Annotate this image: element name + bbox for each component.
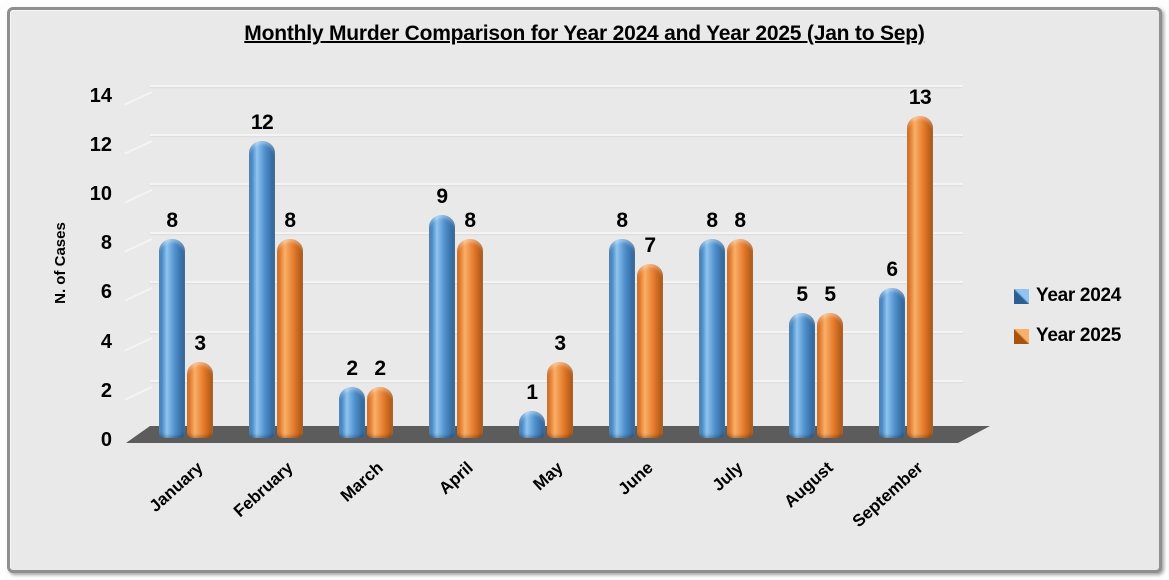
y-tick-label: 2 [100, 379, 112, 402]
chart-panel [7, 7, 1162, 573]
value-label-year-2025-february: 8 [284, 209, 296, 233]
gridline-left-tick [124, 139, 153, 155]
gridline-left-tick [124, 189, 153, 204]
gridline-left-tick [124, 238, 153, 253]
y-tick-label: 12 [89, 133, 112, 156]
value-label-year-2024-may: 1 [526, 381, 538, 405]
bar-year-2024-january [159, 239, 185, 438]
gridline-left-tick [124, 90, 153, 106]
value-label-year-2024-january: 8 [166, 209, 178, 233]
value-label-year-2024-february: 12 [250, 110, 274, 134]
bar-year-2024-april [429, 214, 455, 438]
value-label-year-2025-march: 2 [374, 356, 386, 380]
bar-year-2025-january [187, 362, 213, 438]
value-label-year-2025-september: 13 [908, 86, 932, 110]
gridline [150, 84, 963, 87]
value-label-year-2025-june: 7 [644, 233, 656, 257]
chart-title: Monthly Murder Comparison for Year 2024 … [244, 22, 925, 45]
legend-label-year-2024: Year 2024 [1036, 285, 1121, 306]
gridline [150, 133, 963, 136]
value-label-year-2024-june: 8 [616, 209, 628, 233]
bar-year-2024-july [699, 239, 725, 438]
gridline-left-tick [124, 287, 153, 302]
legend-item-year-2024: Year 2024 [1014, 283, 1121, 309]
value-label-year-2025-august: 5 [824, 283, 836, 306]
value-label-year-2025-may: 3 [554, 332, 566, 356]
bar-year-2025-may [547, 362, 573, 438]
gridline-left-tick [124, 385, 153, 401]
value-label-year-2024-april: 9 [436, 184, 448, 208]
gridline [150, 232, 963, 235]
y-tick-label: 14 [89, 84, 112, 107]
bar-year-2024-march [339, 386, 365, 438]
y-tick-label: 4 [100, 330, 112, 353]
value-label-year-2025-january: 3 [194, 332, 206, 356]
value-label-year-2025-july: 8 [734, 209, 746, 233]
legend-marker-year-2024 [1014, 288, 1029, 304]
bar-year-2024-february [249, 140, 275, 438]
legend-item-year-2025: Year 2025 [1014, 323, 1121, 349]
bar-year-2024-august [789, 313, 815, 438]
value-label-year-2025-april: 8 [464, 209, 476, 233]
bar-year-2025-july [727, 239, 753, 438]
bar-year-2025-march [367, 386, 393, 438]
y-tick-label: 8 [100, 232, 112, 255]
value-label-year-2024-july: 8 [706, 209, 718, 233]
value-label-year-2024-august: 5 [796, 283, 808, 306]
legend-label-year-2025: Year 2025 [1036, 325, 1121, 346]
bar-year-2025-february [277, 239, 303, 438]
legend-marker-year-2025 [1014, 328, 1029, 344]
bar-year-2025-april [457, 239, 483, 438]
gridline [150, 281, 963, 284]
gridline [150, 330, 963, 333]
bar-year-2024-may [519, 411, 545, 438]
y-tick-label: 6 [100, 281, 112, 304]
bar-year-2025-june [637, 263, 663, 438]
bar-year-2024-june [609, 239, 635, 438]
bar-year-2025-august [817, 313, 843, 438]
value-label-year-2024-march: 2 [346, 356, 358, 380]
bar-year-2024-september [879, 288, 905, 438]
y-tick-label: 0 [100, 429, 112, 451]
value-label-year-2024-september: 6 [886, 258, 898, 282]
gridline [150, 183, 963, 185]
gridline-left-tick [124, 336, 153, 352]
bar-year-2025-september [907, 116, 933, 438]
y-tick-label: 10 [89, 183, 112, 205]
